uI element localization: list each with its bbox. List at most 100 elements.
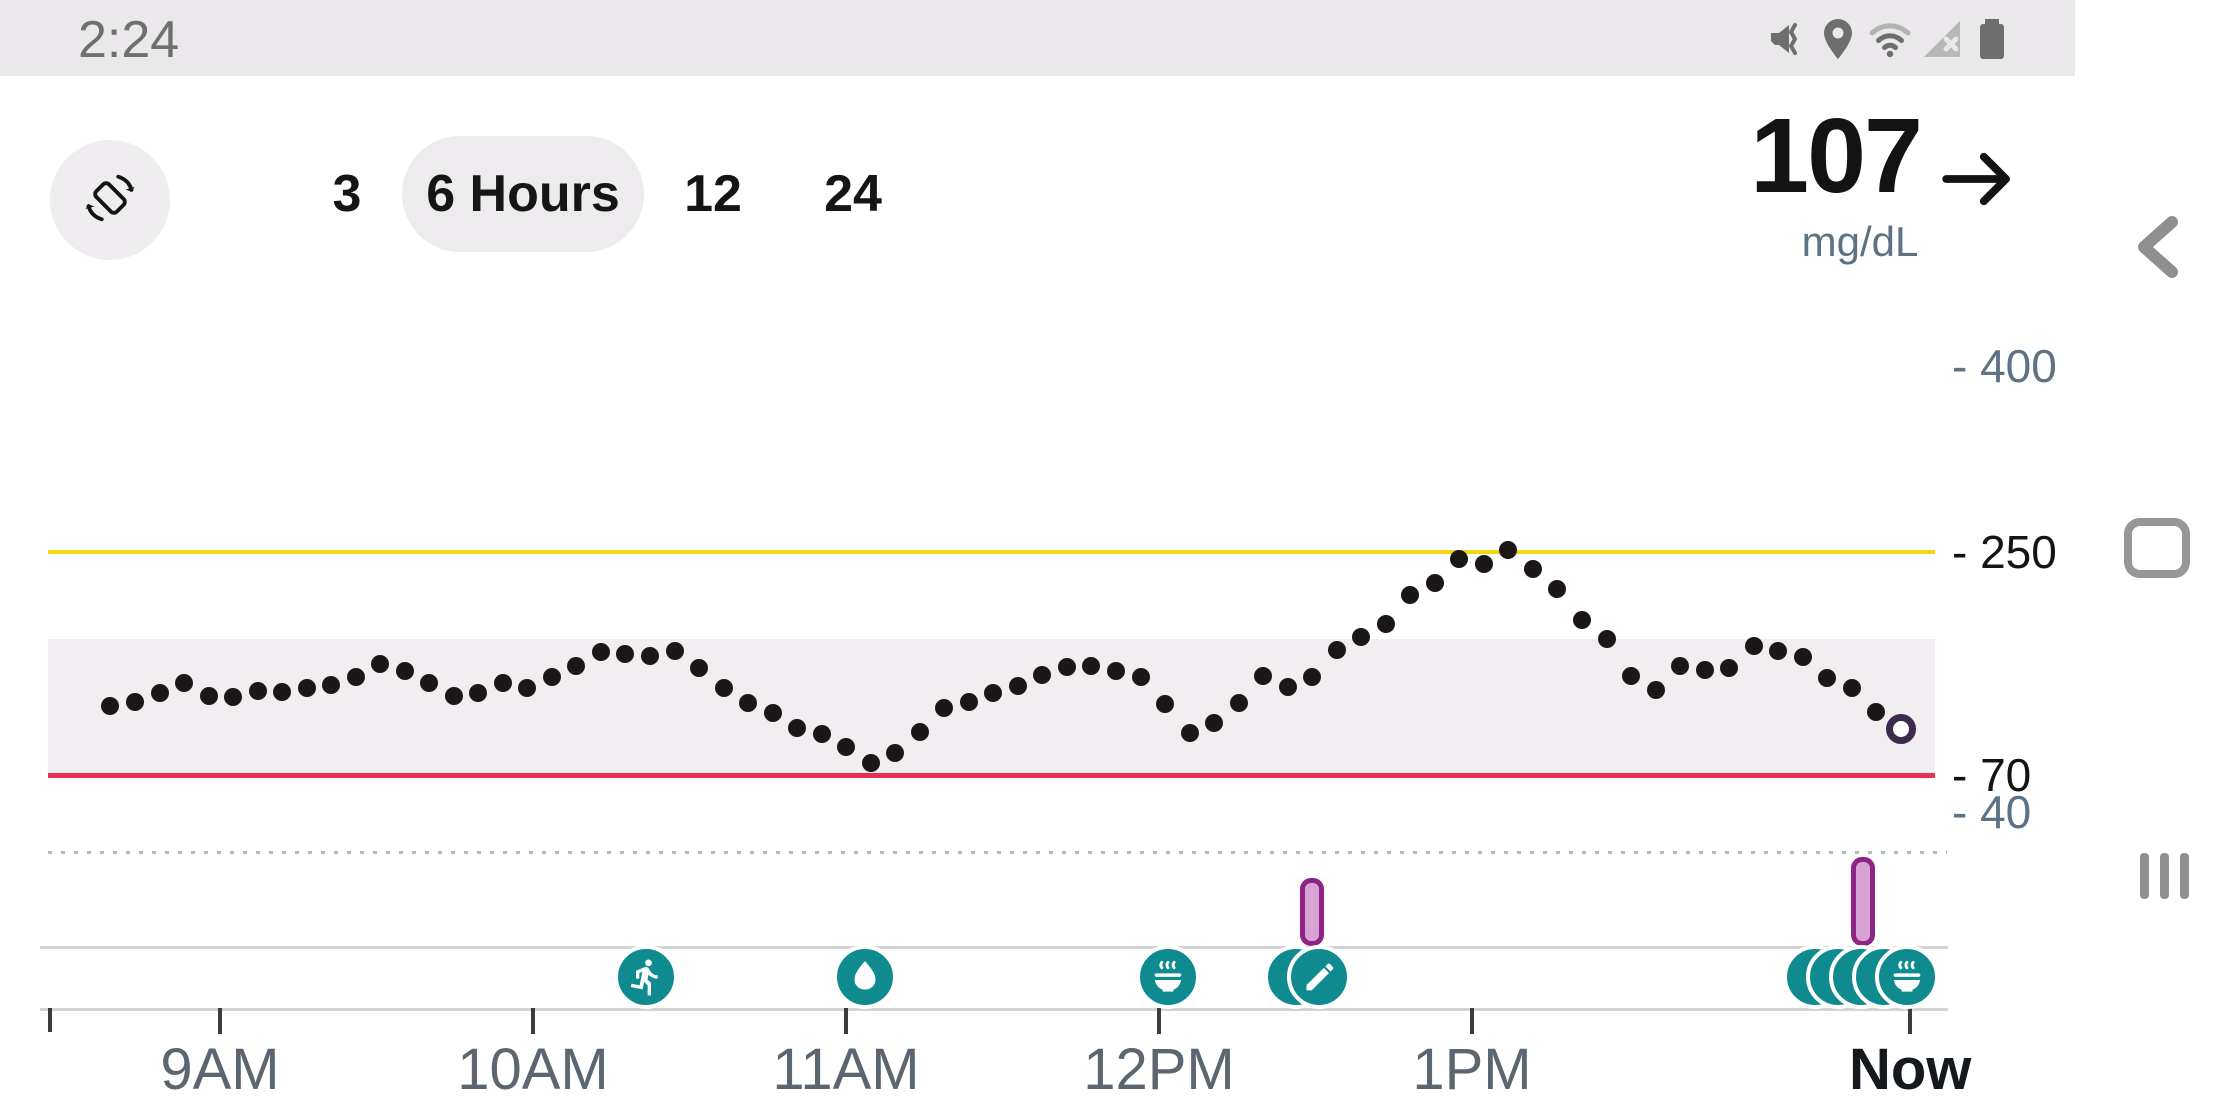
nav-recents-button[interactable] (2140, 853, 2189, 899)
glucose-reading-dot (1572, 611, 1591, 630)
glucose-unit-label: mg/dL (1801, 218, 1919, 265)
recents-bar (2180, 853, 2189, 899)
glucose-reading-dot (199, 686, 218, 705)
glucose-reading-dot (1057, 658, 1076, 677)
glucose-reading-dot (150, 684, 169, 703)
current-glucose-value: 107 (1750, 97, 1923, 215)
glucose-reading-dot (1842, 679, 1861, 698)
meal-event-bowl-icon[interactable] (1136, 945, 1201, 1009)
glucose-reading-dot (1499, 540, 1518, 559)
glucose-reading-dot (1156, 695, 1175, 714)
glucose-reading-dot (1033, 665, 1052, 684)
plot-bottom-dotted-line (48, 851, 1947, 854)
glucose-reading-dot (567, 656, 586, 675)
exercise-event-runner-icon[interactable] (613, 945, 678, 1009)
status-bar: 2:24 (0, 0, 2075, 76)
glucose-reading-dot (1401, 586, 1420, 605)
event-lane-bottom-line (40, 1008, 1948, 1011)
rotate-screen-button[interactable] (50, 140, 170, 260)
y-axis-label-250: - 250 (1952, 526, 2057, 578)
range-selected-pill (402, 136, 644, 252)
glucose-reading-dot (322, 675, 341, 694)
glucose-reading-dot (665, 642, 684, 661)
nav-home-button[interactable] (2124, 518, 2190, 578)
glucose-reading-dot (812, 725, 831, 744)
location-icon (1814, 15, 1862, 63)
glucose-reading-dot (935, 699, 954, 718)
x-axis-tick-Now (1908, 1008, 1913, 1034)
range-option-6h[interactable]: 6 Hours (426, 165, 620, 223)
glucose-reading-dot (297, 679, 316, 698)
wifi-icon (1866, 15, 1914, 63)
glucose-reading-dot (1474, 555, 1493, 574)
target-range-band (48, 638, 1935, 773)
glucose-reading-dot (175, 674, 194, 693)
glucose-reading-dot (959, 692, 978, 711)
insulin-event-drop-icon[interactable] (832, 945, 897, 1009)
glucose-reading-dot (1376, 614, 1395, 633)
glucose-reading-dot (591, 643, 610, 662)
glucose-reading-dot (1327, 640, 1346, 659)
glucose-reading-dot (1254, 666, 1273, 685)
range-option-3h[interactable]: 3 (332, 165, 362, 223)
x-axis-tick-9AM (218, 1008, 222, 1034)
glucose-reading-dot (616, 644, 635, 663)
y-axis-label-70: - 70 (1952, 749, 2032, 801)
x-axis-edge-tick (48, 1008, 52, 1032)
y-axis-label-40: - 40 (1952, 786, 2032, 839)
glucose-reading-dot (1622, 666, 1641, 685)
no-cell-signal-icon (1918, 15, 1966, 63)
range-option-12h[interactable]: 12 (684, 165, 742, 223)
glucose-reading-dot (1769, 642, 1788, 661)
glucose-reading-dot (444, 686, 463, 705)
range-option-24h[interactable]: 24 (824, 165, 882, 223)
glucose-reading-dot (641, 647, 659, 666)
glucose-reading-dot (125, 692, 144, 711)
glucose-reading-dot (469, 684, 488, 703)
glucose-reading-dot (1205, 713, 1224, 732)
glucose-reading-dot (224, 687, 243, 706)
glucose-reading-dot (273, 682, 292, 701)
insulin-pen-event-pen-icon[interactable] (1286, 945, 1351, 1009)
glucose-reading-dot (1523, 560, 1542, 579)
glucose-reading-dot (1867, 702, 1886, 721)
glucose-reading-dot (1548, 580, 1567, 599)
glucose-reading-dot (1695, 660, 1714, 679)
x-axis-tick-10AM (531, 1008, 535, 1034)
insulin-dose-bar (1851, 857, 1876, 946)
glucose-reading-dot (248, 681, 267, 700)
glucose-reading-dot (1720, 659, 1739, 678)
glucose-reading-dot (1082, 656, 1101, 675)
glucose-reading-dot (371, 654, 390, 673)
glucose-reading-dot (886, 743, 905, 762)
volume-off-vibrate-icon (1759, 15, 1813, 63)
glucose-reading-dot (690, 659, 709, 678)
glucose-reading-dot (1008, 676, 1027, 695)
x-axis-tick-12PM (1157, 1008, 1161, 1034)
glucose-reading-dot (1597, 629, 1616, 648)
glucose-reading-dot (1744, 637, 1763, 656)
current-glucose-open-dot (1885, 714, 1916, 745)
meal-stack-event-bowl-icon[interactable] (1875, 945, 1940, 1009)
glucose-reading-dot (1671, 656, 1690, 675)
chevron-left-icon (2128, 216, 2184, 284)
recents-bar (2160, 853, 2169, 899)
glucose-reading-dot (1131, 668, 1150, 687)
battery-icon (1968, 15, 2016, 63)
x-axis-label-10AM: 10AM (457, 1037, 609, 1102)
glucose-reading-dot (1352, 628, 1371, 647)
nav-back-button[interactable] (2128, 214, 2184, 285)
insulin-dose-bar (1300, 878, 1325, 946)
x-axis-tick-11AM (844, 1008, 848, 1034)
glucose-reading-dot (1303, 668, 1322, 687)
glucose-reading-dot (493, 674, 512, 693)
glucose-reading-dot (837, 737, 856, 756)
x-axis-label-Now: Now (1848, 1037, 1972, 1102)
x-axis-label-11AM: 11AM (772, 1037, 920, 1102)
glucose-reading-dot (861, 753, 880, 772)
glucose-reading-dot (1229, 694, 1248, 713)
event-lane-top-line (40, 946, 1948, 949)
glucose-reading-dot (1278, 678, 1297, 697)
glucose-reading-dot (542, 668, 561, 687)
